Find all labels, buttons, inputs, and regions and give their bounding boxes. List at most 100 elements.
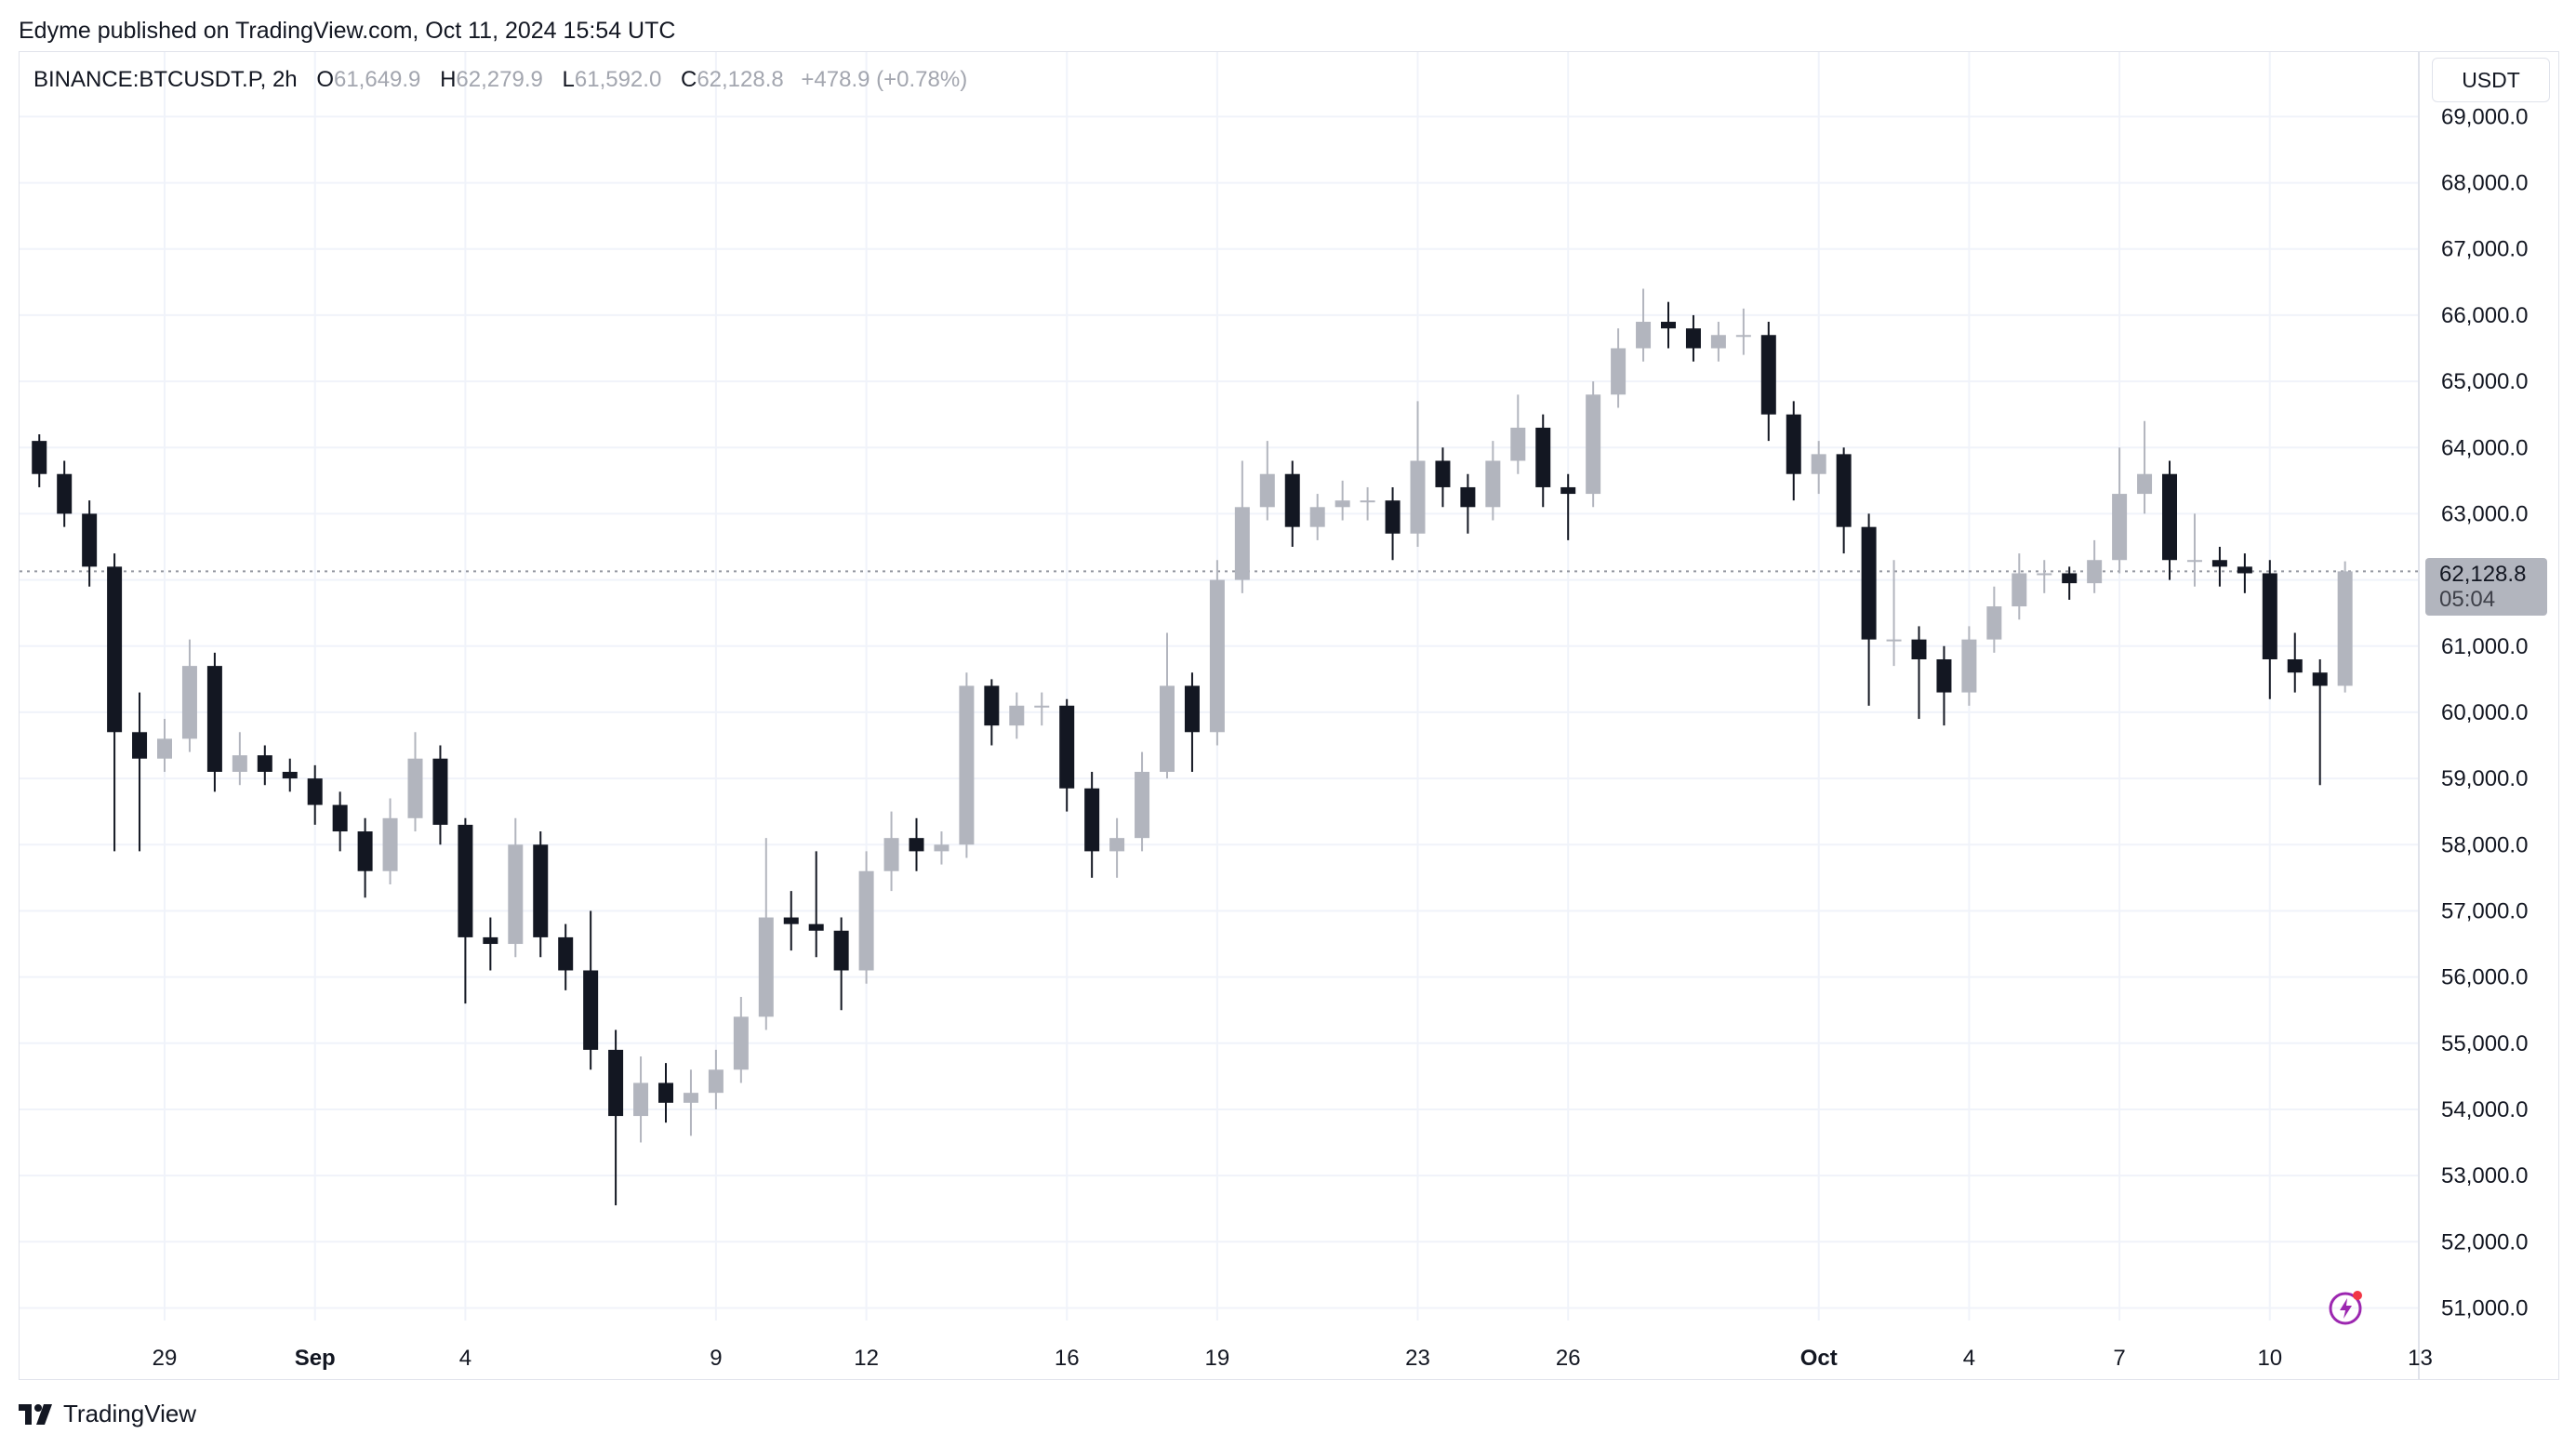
candle-body — [1685, 328, 1701, 349]
candle — [132, 692, 148, 852]
countdown: 05:04 — [2439, 587, 2495, 612]
candle-body — [2262, 573, 2277, 659]
candle — [2062, 566, 2078, 600]
candle-body — [1636, 322, 1652, 349]
candle — [1034, 692, 1050, 726]
candle — [1360, 486, 1375, 521]
candle-body — [1059, 705, 1075, 789]
candle-body — [2312, 672, 2328, 686]
candle-body — [2137, 473, 2153, 495]
candle — [533, 831, 549, 958]
candle-body — [1710, 335, 1726, 349]
candle-body — [57, 473, 73, 514]
symbol-interval[interactable]: BINANCE:BTCUSDT.P, 2h — [33, 67, 298, 92]
price-tick-label: 65,000.0 — [2441, 369, 2528, 394]
candle — [1735, 308, 1751, 355]
candle — [2012, 553, 2027, 620]
candle-body — [1209, 579, 1225, 733]
open-value: 61,649.9 — [333, 67, 421, 92]
candle — [257, 745, 272, 786]
price-axis: 69,000.0 68,000.0 67,000.0 66,000.0 65,000.0… — [2441, 104, 2528, 1321]
candle — [1611, 328, 1627, 408]
candle — [1861, 513, 1877, 706]
candle-body — [1435, 460, 1451, 487]
candle-body — [1259, 473, 1275, 508]
candle — [1961, 626, 1977, 706]
price-tick-label: 59,000.0 — [2441, 766, 2528, 791]
candle — [382, 798, 398, 884]
candle — [332, 791, 348, 852]
candle-body — [1911, 639, 1927, 659]
candle — [32, 434, 47, 487]
change-value: +478.9 (+0.78%) — [801, 67, 968, 92]
high-value: 62,279.9 — [456, 67, 543, 92]
time-axis: 29 Sep 4 9 12 16 19 23 26 Oct 4 7 10 13 — [153, 1346, 2433, 1371]
candle-body — [2162, 473, 2177, 561]
price-tick-label: 67,000.0 — [2441, 237, 2528, 262]
candle-body — [1886, 639, 1902, 642]
candle — [883, 811, 899, 892]
candle-body — [558, 936, 574, 971]
candle — [282, 758, 298, 792]
candle-body — [1986, 606, 2002, 640]
close-value: 62,128.8 — [697, 67, 784, 92]
candle — [833, 917, 849, 1011]
candle — [758, 838, 774, 1030]
candles — [32, 288, 2353, 1206]
candle-body — [1786, 414, 1801, 474]
time-tick-label: 4 — [459, 1346, 471, 1371]
candle-body — [883, 838, 899, 871]
candle — [1811, 441, 1826, 495]
candle-body — [1936, 658, 1952, 693]
close-label: C — [680, 67, 697, 92]
candle-body — [783, 917, 799, 924]
candle — [808, 851, 824, 958]
candle-body — [1184, 685, 1200, 733]
candle — [1510, 394, 1526, 474]
current-price-label: 62,128.8 05:04 — [2425, 558, 2547, 616]
candle-body — [257, 755, 272, 772]
candle-body — [1811, 454, 1826, 474]
candle — [1309, 494, 1325, 540]
price-tick-label: 60,000.0 — [2441, 700, 2528, 725]
candle — [232, 732, 247, 786]
time-tick-label: Sep — [295, 1346, 336, 1371]
candle-body — [1084, 788, 1100, 852]
candle — [1009, 692, 1025, 739]
candle — [1535, 414, 1551, 508]
candle-body — [2037, 573, 2052, 576]
candle — [2262, 560, 2277, 699]
candle — [583, 910, 599, 1070]
candle — [1911, 626, 1927, 720]
candle-body — [608, 1049, 624, 1117]
candle-body — [633, 1082, 649, 1117]
candle-body — [1535, 427, 1551, 487]
candle-body — [1009, 705, 1025, 726]
tradingview-logo[interactable]: TradingView — [19, 1400, 196, 1428]
candle — [1410, 401, 1426, 548]
candle-body — [733, 1016, 749, 1070]
candle-body — [1560, 486, 1576, 495]
price-tick-label: 66,000.0 — [2441, 303, 2528, 328]
candle — [1259, 441, 1275, 521]
candle-body — [1485, 460, 1501, 508]
candle — [1184, 672, 1200, 772]
candle-body — [2237, 566, 2252, 574]
candle — [458, 817, 473, 1004]
currency-button[interactable]: USDT — [2432, 58, 2550, 102]
time-tick-label: 26 — [1556, 1346, 1581, 1371]
candle-body — [407, 758, 423, 818]
time-tick-label: 9 — [710, 1346, 722, 1371]
candle — [683, 1069, 698, 1136]
candle-body — [1735, 335, 1751, 338]
candle-body — [583, 970, 599, 1050]
candle-body — [2186, 560, 2202, 563]
candle — [1460, 473, 1476, 534]
candle — [909, 817, 924, 871]
candle-body — [32, 441, 47, 474]
candle-body — [708, 1069, 724, 1094]
candle-body — [82, 513, 98, 567]
candle — [1586, 381, 1601, 508]
lightning-icon[interactable] — [2328, 1289, 2365, 1326]
